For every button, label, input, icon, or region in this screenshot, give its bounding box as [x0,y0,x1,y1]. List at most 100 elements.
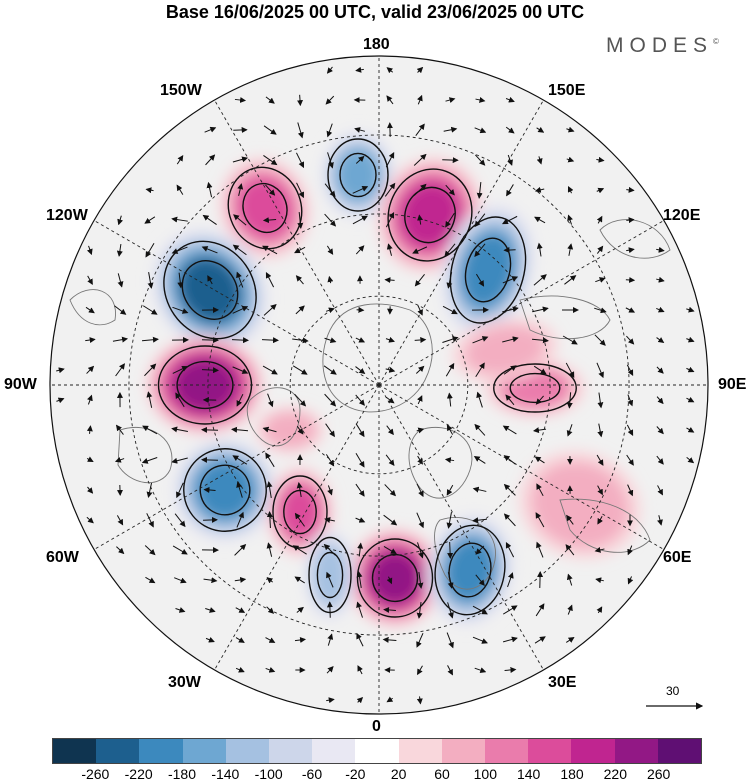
wind-arrow [292,365,308,375]
wind-arrow [475,362,485,378]
wind-arrow [501,215,518,225]
wind-arrow [531,337,549,344]
wind-reference-vector: 30 [646,684,706,714]
wind-arrow [562,335,578,345]
wind-arrow [87,275,93,286]
colorbar-tick-label: -100 [254,766,283,782]
wind-arrow [386,67,394,74]
wind-arrow [204,126,217,133]
wind-arrow [235,607,246,613]
wind-arrow [566,392,573,409]
wind-arrow [625,276,636,283]
wind-arrow [177,272,184,289]
wind-arrow [503,455,516,465]
wind-arrow [266,542,273,557]
wind-arrow [384,182,396,197]
wind-arrow [295,275,304,285]
wind-arrow [234,543,247,556]
wind-arrow [414,273,425,287]
wind-arrow [327,633,334,646]
wind-arrow [536,126,545,133]
wind-arrow [325,95,335,105]
wind-arrow [502,306,519,313]
wind-arrow [176,482,184,499]
colorbar-tick-label: -60 [301,766,323,782]
colorbar-tick-label: -260 [81,766,110,782]
height-contour [327,138,389,212]
wind-arrow [141,336,159,343]
wind-arrow [326,245,334,255]
wind-arrow [172,365,189,374]
wind-arrow [535,512,545,528]
wind-arrow [533,274,547,286]
wind-arrow [296,425,304,435]
wind-arrow [87,394,93,405]
wind-arrow [172,545,188,555]
wind-arrow [324,337,337,344]
wind-arrow [263,303,277,316]
wind-arrow [294,512,305,527]
wind-arrow [475,574,485,586]
wind-arrow [325,423,335,438]
anomaly-ring [531,461,629,549]
wind-arrow [447,541,454,559]
wind-arrow [327,275,334,284]
wind-arrow [86,516,94,524]
wind-arrow [231,337,249,344]
lon-label-30w: 30W [168,674,201,691]
wind-arrow [171,457,188,464]
wind-arrow [417,665,423,676]
colorbar-swatch [657,739,702,763]
wind-arrow [472,486,487,493]
colorbar [52,738,702,764]
wind-arrow [656,337,665,344]
wind-arrow [171,216,188,223]
wind-arrow [476,391,483,408]
wind-arrow [475,273,485,287]
wind-arrow [171,426,188,433]
wind-arrow [686,366,695,373]
wind-arrow [237,183,244,196]
wind-arrow [475,96,486,103]
wind-arrow [146,513,154,528]
wind-arrow [686,426,695,433]
wind-arrow [385,211,395,228]
wind-arrow [567,604,573,615]
wind-arrow [357,665,363,675]
wind-arrow [236,393,244,407]
wind-arrow [146,482,153,498]
wind-arrow [205,636,215,643]
wind-arrow [597,392,604,409]
colorbar-swatch [355,739,399,763]
wind-arrow [445,97,456,103]
wind-arrow [201,456,219,463]
wind-arrow [326,601,333,618]
wind-arrow [354,127,366,133]
wind-arrow [594,334,606,346]
anomaly-ring [370,552,420,604]
wind-arrow [175,607,186,613]
anomaly-ring [179,257,241,323]
wind-arrow [596,156,605,163]
wind-arrow [596,362,604,379]
lon-label-90w: 90W [4,376,37,393]
wind-arrow [626,424,634,436]
wind-arrow [385,454,395,467]
wind-arrow [232,156,249,163]
wind-arrow [442,305,458,315]
wind-arrow [324,183,336,198]
wind-arrow [475,154,486,166]
wind-arrow [233,214,247,226]
wind-arrow [384,277,395,284]
wind-arrow [236,511,244,528]
wind-arrow [415,365,425,374]
wind-arrow [56,397,65,404]
wind-arrow [446,272,453,289]
wind-arrow [656,306,665,313]
wind-arrow [596,187,605,194]
wind-arrow [502,276,519,284]
wind-arrow [532,427,547,434]
wind-arrow [385,336,395,343]
wind-arrow [445,184,455,196]
wind-arrow [206,181,213,198]
